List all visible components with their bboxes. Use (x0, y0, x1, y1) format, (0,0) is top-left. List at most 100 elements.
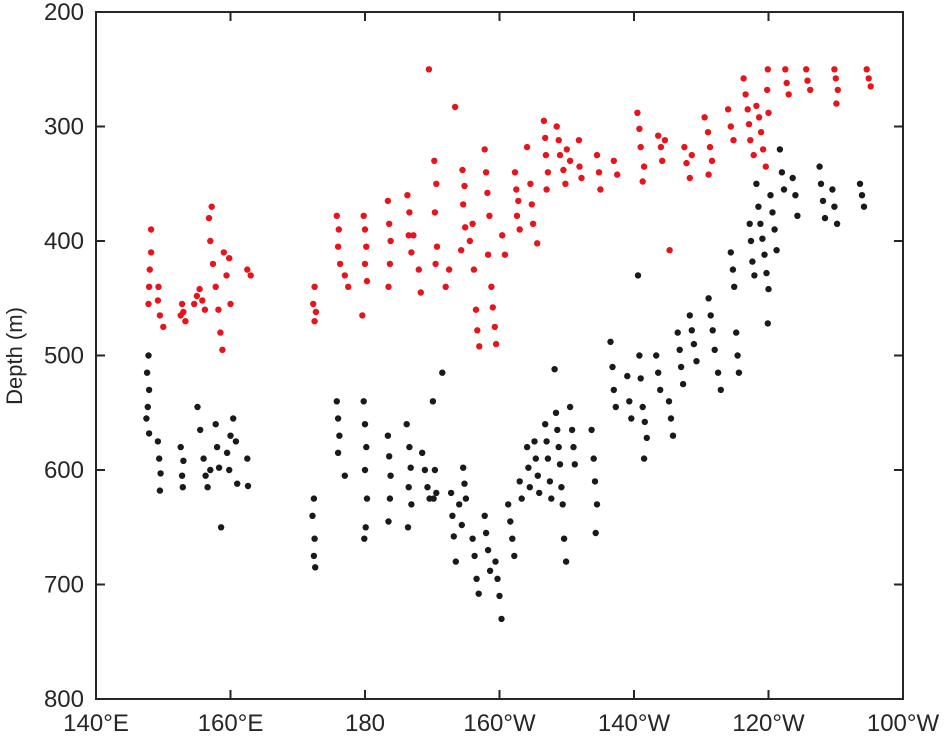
data-point (543, 438, 550, 445)
data-point (542, 134, 549, 142)
data-point (727, 249, 734, 256)
data-point (336, 260, 344, 268)
data-point (433, 243, 441, 250)
data-point (481, 512, 488, 519)
data-point (217, 524, 225, 531)
data-point (361, 260, 369, 268)
data-point (363, 443, 370, 451)
data-point (244, 455, 251, 462)
data-point (515, 197, 522, 205)
data-point (560, 535, 568, 542)
data-point (523, 443, 531, 451)
data-point (312, 308, 320, 316)
data-point (486, 567, 494, 574)
data-point (208, 203, 215, 210)
data-point (867, 83, 874, 90)
data-point (686, 174, 693, 182)
data-point (516, 226, 523, 233)
data-point (425, 66, 433, 73)
data-point (858, 192, 866, 199)
data-point (540, 117, 548, 125)
y-tick-label: 200 (44, 0, 84, 26)
data-point (532, 455, 539, 462)
data-point (433, 489, 440, 497)
data-point (482, 169, 490, 176)
data-point (513, 186, 520, 193)
data-point (734, 352, 741, 359)
data-point (408, 249, 415, 256)
data-point (639, 403, 646, 411)
data-point (746, 220, 753, 227)
data-point (755, 203, 762, 210)
data-point (405, 232, 412, 239)
data-point (776, 146, 784, 153)
data-point (361, 226, 369, 233)
data-point (780, 186, 788, 193)
data-point (704, 129, 712, 136)
data-point (194, 403, 201, 411)
x-tick-label: 160°W (463, 710, 536, 737)
data-point (505, 501, 512, 508)
data-point (491, 323, 498, 331)
y-tick-label: 600 (44, 457, 84, 484)
data-point (484, 546, 492, 554)
data-point (403, 421, 410, 428)
data-point (469, 535, 476, 542)
data-point (705, 171, 712, 178)
data-point (424, 484, 431, 491)
data-point (708, 157, 716, 164)
data-point (147, 249, 155, 256)
data-point (832, 75, 839, 82)
data-point (730, 137, 737, 144)
data-point (860, 203, 868, 210)
data-point (546, 478, 554, 485)
data-point (193, 292, 201, 300)
x-tick-label: 180 (345, 710, 385, 737)
data-point (488, 283, 495, 290)
data-point (558, 484, 565, 491)
data-point (655, 132, 662, 139)
data-point (309, 512, 316, 519)
data-point (361, 466, 369, 474)
data-point (513, 212, 521, 219)
data-point (693, 358, 700, 365)
data-point (482, 529, 490, 537)
data-point (576, 163, 583, 170)
data-point (201, 306, 209, 313)
data-point (385, 518, 392, 525)
data-point (807, 86, 814, 94)
data-point (727, 123, 734, 130)
data-point (610, 386, 617, 394)
x-tick-label: 120°W (732, 710, 805, 737)
data-point (591, 478, 599, 485)
data-point (763, 269, 770, 277)
data-point (543, 186, 550, 193)
data-point (536, 489, 543, 497)
data-point (160, 323, 167, 331)
data-point (560, 166, 567, 174)
data-point (831, 66, 838, 73)
data-point (637, 375, 644, 382)
data-point (753, 102, 760, 110)
data-point (156, 455, 163, 462)
data-point (733, 329, 740, 336)
data-point (333, 398, 340, 405)
data-point (749, 258, 756, 265)
data-point (155, 283, 162, 290)
data-point (361, 421, 369, 428)
data-point (217, 329, 224, 336)
data-point (511, 552, 518, 560)
data-point (531, 438, 538, 445)
data-point (705, 295, 712, 302)
data-point (593, 151, 601, 159)
data-point (452, 558, 459, 565)
data-point (742, 91, 749, 98)
data-point (634, 109, 641, 117)
data-point (681, 143, 688, 151)
data-point (683, 159, 690, 167)
y-tick-label: 800 (44, 686, 84, 713)
data-point (759, 235, 766, 242)
data-point (568, 426, 576, 434)
y-tick-label: 300 (44, 114, 84, 141)
data-point (499, 232, 506, 239)
